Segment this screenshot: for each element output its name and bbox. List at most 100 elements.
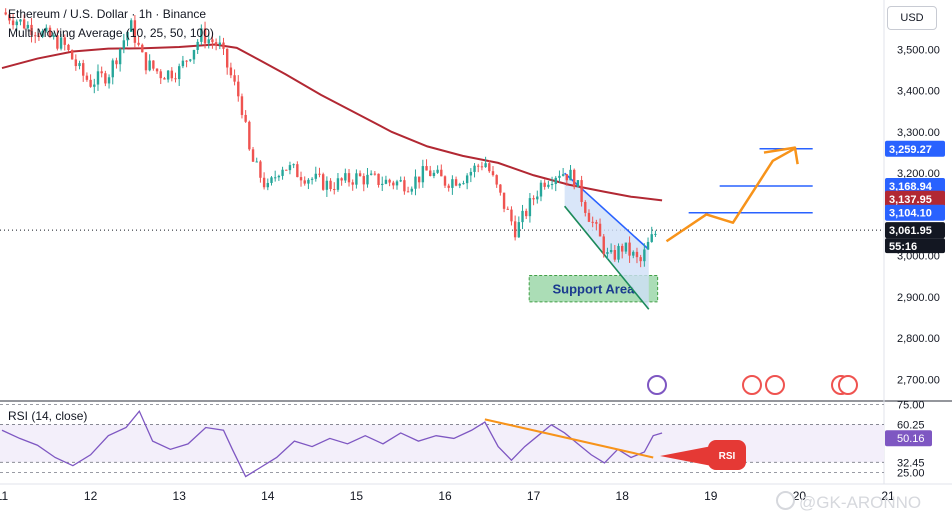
candle-body: [451, 179, 454, 188]
candle-body: [4, 12, 7, 15]
candle-body: [347, 173, 351, 183]
candle-body: [296, 164, 299, 178]
candle-body: [432, 172, 436, 176]
candle-body: [104, 73, 107, 84]
candle-body: [528, 198, 532, 217]
candle-body: [458, 183, 461, 186]
candle-body: [355, 173, 358, 185]
candle-body: [70, 50, 74, 60]
candle-body: [196, 41, 199, 50]
rsi-legend[interactable]: RSI (14, close): [8, 409, 88, 423]
candle-body: [48, 27, 52, 37]
candle-body: [587, 212, 591, 222]
candle-body: [218, 42, 222, 46]
candle-body: [628, 242, 631, 256]
candle-body: [584, 201, 587, 213]
candle-body: [536, 196, 539, 200]
price-label-text: 3,104.10: [889, 208, 932, 220]
candle-body: [45, 27, 48, 31]
candle-body: [85, 75, 89, 80]
candle-body: [122, 40, 126, 49]
candle-body: [436, 169, 439, 173]
candle-body: [403, 180, 406, 192]
candle-body: [569, 169, 572, 181]
channel-lower-line[interactable]: [563, 205, 650, 310]
candle-body: [152, 60, 155, 69]
time-tick-label: 17: [527, 489, 541, 503]
candle-body: [59, 37, 63, 49]
candle-body: [477, 165, 480, 167]
countdown-text: 55:16: [889, 241, 917, 253]
candle-body: [233, 75, 236, 82]
candle-body: [381, 183, 384, 185]
price-label-text: 3,061.95: [889, 225, 932, 237]
candle-body: [646, 241, 650, 250]
candle-body: [8, 14, 11, 21]
candle-body: [499, 184, 502, 193]
candle-body: [299, 177, 303, 181]
candle-body: [543, 182, 546, 187]
candle-body: [510, 209, 513, 222]
candle-body: [609, 250, 613, 253]
currency-button[interactable]: USD: [887, 6, 937, 30]
candle-body: [329, 180, 332, 190]
watermark: @GK-ARONNO: [776, 491, 921, 513]
candle-body: [63, 37, 66, 45]
candle-body: [133, 20, 137, 43]
candle-body: [410, 188, 413, 192]
candle-body: [554, 177, 557, 185]
candle-body: [392, 182, 395, 186]
rsi-tick-label: 60.25: [897, 419, 925, 431]
candle-body: [26, 24, 30, 29]
candle-body: [211, 39, 214, 43]
candle-body: [270, 177, 273, 183]
rsi-tick-label: 32.45: [897, 457, 925, 469]
candle-body: [495, 175, 498, 185]
price-tick-label: 3,200.00: [897, 168, 940, 180]
rsi-trendline[interactable]: [484, 418, 654, 459]
candle-body: [639, 257, 642, 262]
candle-body: [525, 210, 528, 217]
candle-body: [56, 35, 59, 49]
us-flag-event-icon[interactable]: [765, 375, 785, 395]
bitcoin-event-icon[interactable]: [647, 375, 667, 395]
price-tick-label: 2,700.00: [897, 374, 940, 386]
candle-body: [115, 60, 118, 65]
us-flag-event-icon[interactable]: [742, 375, 762, 395]
candle-body: [192, 49, 196, 60]
candle-body: [576, 180, 580, 188]
candle-body: [277, 175, 281, 178]
candle-body: [255, 161, 258, 163]
time-tick-label: 16: [438, 489, 452, 503]
candle-body: [248, 121, 251, 150]
rsi-tick-label: 50.16: [897, 433, 925, 445]
price-tick-label: 3,500.00: [897, 44, 940, 56]
rsi-arrow-badge[interactable]: [708, 440, 746, 470]
candle-body: [462, 183, 465, 185]
time-tick-label: 12: [84, 489, 98, 503]
price-label-text: 3,168.94: [889, 181, 933, 193]
candle-body: [613, 250, 617, 260]
candle-body: [67, 44, 70, 51]
projection-path[interactable]: [665, 147, 796, 243]
candle-body: [362, 176, 365, 185]
candle-body: [273, 177, 277, 179]
candle-body: [351, 182, 354, 185]
candle-body: [491, 171, 495, 176]
us-flag-event-icon[interactable]: [838, 375, 858, 395]
candle-body: [15, 21, 18, 26]
candle-body: [303, 180, 306, 184]
candles: [4, 8, 657, 268]
price-tick-label: 3,000.00: [897, 251, 940, 263]
candle-body: [111, 60, 114, 78]
candle-body: [310, 178, 314, 180]
candle-body: [513, 221, 517, 238]
candle-body: [30, 24, 33, 36]
countdown-badge: [885, 238, 945, 254]
candle-body: [262, 177, 266, 188]
candle-body: [126, 31, 129, 41]
candle-body: [550, 184, 554, 186]
moving-average-legend[interactable]: Multi Moving Average (10, 25, 50, 100): [8, 26, 214, 40]
